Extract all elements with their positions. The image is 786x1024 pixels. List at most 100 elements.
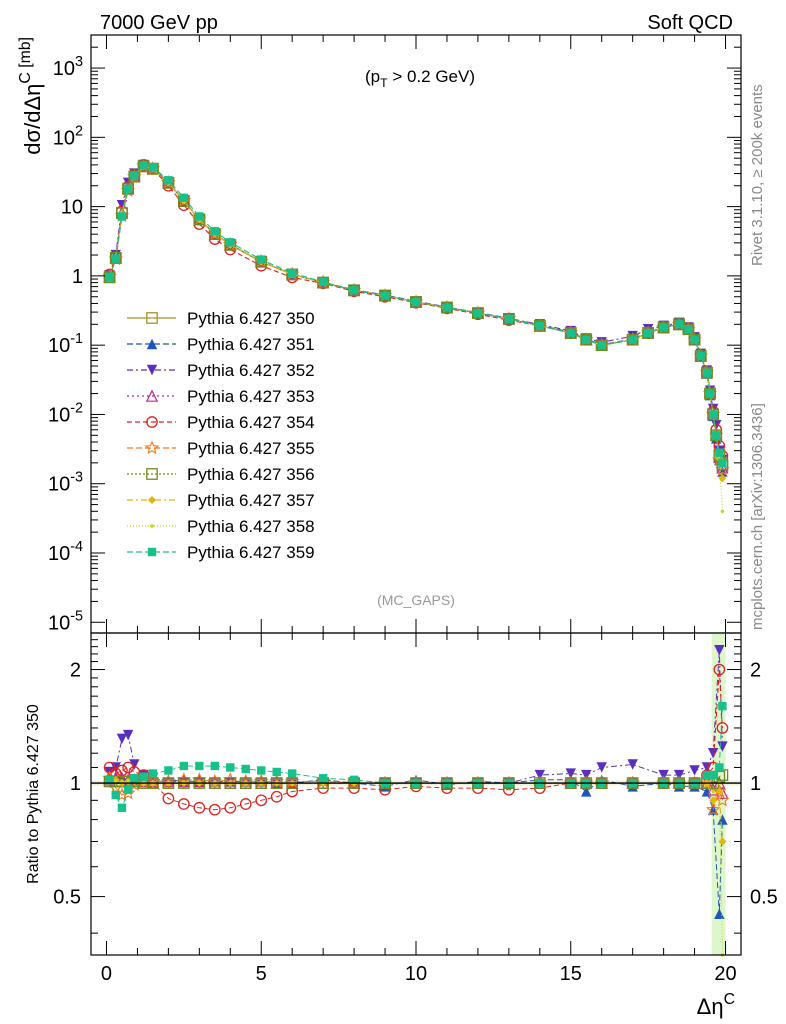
data-point bbox=[128, 170, 141, 183]
ratio-point bbox=[596, 762, 607, 773]
legend-marker bbox=[144, 440, 160, 455]
ratio-y-label-group: Ratio to Pythia 6.427 350 bbox=[25, 704, 42, 884]
ratio-point bbox=[272, 767, 281, 777]
data-point bbox=[472, 307, 484, 319]
ratio-point bbox=[715, 763, 724, 772]
data-point bbox=[720, 509, 725, 514]
ratio-point bbox=[116, 733, 128, 745]
data-point bbox=[628, 335, 637, 344]
data-point bbox=[441, 301, 453, 314]
ratio-point bbox=[581, 769, 592, 781]
ratio-point bbox=[707, 748, 719, 759]
legend-item: Pythia 6.427 357 bbox=[127, 491, 315, 510]
x-tick-label: 5 bbox=[256, 963, 267, 985]
ratio-point bbox=[705, 802, 721, 816]
ratio-point bbox=[714, 645, 725, 656]
ratio-line bbox=[109, 706, 723, 810]
legend-label: Pythia 6.427 356 bbox=[187, 465, 315, 484]
legend-item: Pythia 6.427 359 bbox=[127, 543, 315, 562]
y-tick-label-right: 0.5 bbox=[750, 887, 778, 909]
legend-item: Pythia 6.427 358 bbox=[127, 517, 315, 536]
legend-marker bbox=[146, 364, 158, 376]
ratio-point bbox=[208, 803, 221, 816]
legend-label: Pythia 6.427 351 bbox=[187, 335, 315, 354]
ratio-point bbox=[162, 792, 175, 805]
data-point bbox=[473, 308, 483, 318]
legend-item: Pythia 6.427 351 bbox=[127, 335, 315, 354]
ratio-point bbox=[718, 701, 727, 711]
ratio-point bbox=[111, 790, 120, 800]
data-point bbox=[348, 284, 360, 297]
ratio-point bbox=[226, 763, 235, 772]
ratio-point bbox=[255, 794, 268, 807]
ratio-line bbox=[109, 780, 723, 956]
data-point bbox=[597, 340, 606, 350]
data-point bbox=[139, 161, 148, 170]
data-point bbox=[109, 252, 122, 264]
ratio-point bbox=[627, 759, 638, 770]
ratio-point bbox=[126, 779, 130, 784]
data-point bbox=[715, 461, 730, 476]
y-axis-label-group: dσ/dΔηC [mb] bbox=[17, 37, 45, 155]
data-point bbox=[696, 351, 705, 361]
main-plot: 10-5 10-4 10-3 10-2 10-1 1 10 102 103 dσ/dΔηC [mb… bbox=[17, 34, 742, 634]
ratio-point bbox=[178, 798, 190, 810]
legend-label: Pythia 6.427 350 bbox=[187, 309, 315, 328]
ratio-point bbox=[534, 769, 546, 781]
data-point bbox=[123, 184, 133, 194]
ratio-point bbox=[714, 908, 725, 920]
ratio-point bbox=[120, 785, 136, 800]
data-point bbox=[411, 297, 421, 307]
y-axis-label: dσ/dΔηC [mb] bbox=[17, 37, 45, 155]
series-10 bbox=[105, 161, 727, 468]
data-point bbox=[105, 272, 114, 282]
header-energy-label: 7000 GeV pp bbox=[100, 12, 218, 34]
ratio-point bbox=[120, 779, 124, 784]
data-point bbox=[349, 286, 359, 295]
y-tick-label-right: 1 bbox=[750, 773, 761, 795]
ratio-point bbox=[673, 769, 685, 781]
data-point bbox=[111, 254, 120, 263]
ratio-point bbox=[130, 774, 139, 783]
y-tick-label: 0.5 bbox=[53, 887, 81, 909]
legend-label: Pythia 6.427 357 bbox=[187, 491, 315, 510]
ratio-point bbox=[689, 765, 700, 776]
legend-label: Pythia 6.427 358 bbox=[187, 517, 315, 536]
ratio-point bbox=[709, 796, 718, 805]
data-point bbox=[533, 319, 546, 332]
ratio-point bbox=[581, 786, 592, 797]
data-point bbox=[379, 289, 391, 302]
ratio-point bbox=[110, 762, 121, 773]
ratio-point bbox=[711, 789, 715, 794]
y-tick-label: 1 bbox=[70, 773, 81, 795]
legend-label: Pythia 6.427 352 bbox=[187, 361, 315, 380]
legend-label: Pythia 6.427 359 bbox=[187, 543, 315, 562]
data-point bbox=[707, 408, 719, 421]
data-point bbox=[257, 255, 266, 264]
x-tick-label: 15 bbox=[560, 963, 582, 985]
x-tick-label: 10 bbox=[405, 963, 427, 985]
legend-marker bbox=[148, 496, 156, 504]
ratio-plot: 0 5 10 15 20 0.5 0.5 1 1 2 2 Ratio to Pythia 6.427 … bbox=[25, 632, 778, 1019]
ratio-point bbox=[257, 766, 266, 775]
data-point bbox=[318, 277, 328, 287]
ratio-point bbox=[179, 761, 189, 771]
legend-item: Pythia 6.427 353 bbox=[127, 387, 315, 406]
data-point bbox=[582, 335, 591, 344]
y-tick-label: 10-5 bbox=[48, 608, 83, 634]
y-tick-label: 102 bbox=[53, 123, 83, 149]
legend-marker bbox=[146, 312, 158, 324]
ratio-point bbox=[241, 764, 250, 774]
legend-item: Pythia 6.427 352 bbox=[127, 361, 315, 380]
ratio-point bbox=[117, 803, 127, 812]
ratio-point bbox=[224, 801, 237, 814]
x-tick-label: 0 bbox=[101, 963, 112, 985]
ratio-point bbox=[565, 768, 576, 779]
ratio-point bbox=[717, 741, 728, 752]
data-point bbox=[684, 324, 693, 334]
data-point bbox=[643, 328, 653, 338]
data-point bbox=[179, 193, 189, 203]
data-point bbox=[712, 431, 721, 440]
data-point bbox=[705, 389, 715, 398]
data-point bbox=[566, 328, 575, 338]
